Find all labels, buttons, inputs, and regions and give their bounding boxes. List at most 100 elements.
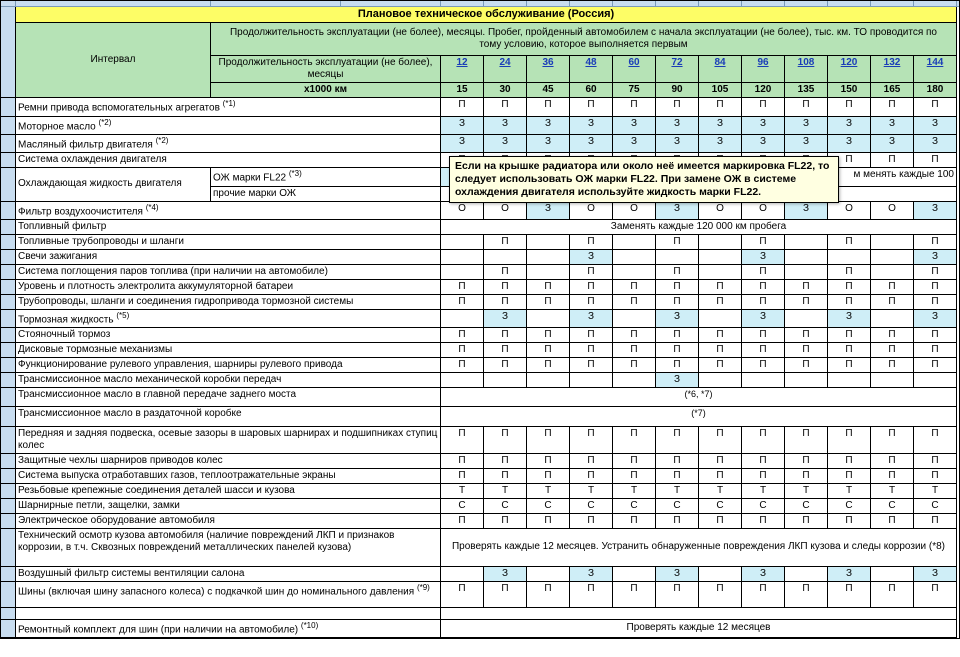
data-cell: З (828, 567, 871, 582)
data-cell: П (828, 454, 871, 469)
data-cell: П (613, 98, 656, 116)
header-month[interactable]: 12 (441, 56, 484, 83)
data-cell: П (441, 454, 484, 469)
data-cell (871, 373, 914, 388)
data-cell: О (484, 202, 527, 220)
data-cell: П (656, 514, 699, 529)
data-cell: С (914, 499, 957, 514)
month-link[interactable]: 36 (529, 57, 567, 69)
header-month[interactable]: 120 (828, 56, 871, 83)
data-cell (441, 250, 484, 265)
data-cell: П (613, 343, 656, 358)
data-cell: П (871, 427, 914, 454)
month-link[interactable]: 12 (443, 57, 481, 69)
month-link[interactable]: 132 (873, 57, 911, 69)
data-cell: П (699, 328, 742, 343)
header-month[interactable]: 60 (613, 56, 656, 83)
data-cell: П (699, 454, 742, 469)
data-cell: С (656, 499, 699, 514)
header-km: 45 (527, 83, 570, 98)
data-cell (871, 567, 914, 582)
table-row: Топливный фильтрЗаменять каждые 120 000 … (1, 220, 959, 235)
month-link[interactable]: 24 (486, 57, 524, 69)
header-month[interactable]: 72 (656, 56, 699, 83)
data-cell: П (871, 153, 914, 168)
row-number (1, 310, 16, 328)
data-cell: З (656, 373, 699, 388)
data-cell: П (871, 469, 914, 484)
data-cell: П (914, 469, 957, 484)
data-cell: П (484, 265, 527, 280)
data-cell: П (527, 343, 570, 358)
data-cell: З (914, 202, 957, 220)
data-cell: П (613, 469, 656, 484)
month-link[interactable]: 72 (658, 57, 696, 69)
data-cell: З (484, 117, 527, 135)
row-number (1, 454, 16, 469)
row-number (1, 202, 16, 220)
row-label: Передняя и задняя подвеска, осевые зазор… (16, 427, 441, 454)
row-label: Свечи зажигания (16, 250, 441, 265)
row-label: Технический осмотр кузова автомобиля (на… (16, 529, 441, 567)
table-row: Шарнирные петли, защелки, замкиССССССССС… (1, 499, 959, 514)
row-number (1, 407, 16, 426)
header-km: 90 (656, 83, 699, 98)
data-cell: П (742, 280, 785, 295)
data-cell: З (570, 567, 613, 582)
table-row: Трубопроводы, шланги и соединения гидроп… (1, 295, 959, 310)
data-cell: П (742, 582, 785, 608)
header-month[interactable]: 96 (742, 56, 785, 83)
row-number (1, 220, 16, 235)
data-cell (871, 235, 914, 250)
data-cell: П (914, 235, 957, 250)
data-cell: З (570, 310, 613, 328)
row-label: Уровень и плотность электролита аккумуля… (16, 280, 441, 295)
data-cell: Т (914, 484, 957, 499)
data-cell (742, 373, 785, 388)
month-link[interactable]: 48 (572, 57, 610, 69)
month-link[interactable]: 144 (916, 57, 954, 69)
header-month[interactable]: 108 (785, 56, 828, 83)
header-month[interactable]: 144 (914, 56, 957, 83)
data-cell: П (871, 328, 914, 343)
header-block: Плановое техническое обслуживание (Росси… (1, 7, 959, 98)
data-cell: С (570, 499, 613, 514)
data-cell: П (828, 295, 871, 310)
data-cell (785, 250, 828, 265)
table-row: Система выпуска отработавших газов, тепл… (1, 469, 959, 484)
row-label: Фильтр воздухоочистителя (*4) (16, 202, 441, 220)
row-label: Система поглощения паров топлива (при на… (16, 265, 441, 280)
header-month[interactable]: 36 (527, 56, 570, 83)
data-cell: З (742, 250, 785, 265)
header-month[interactable]: 48 (570, 56, 613, 83)
data-cell (613, 250, 656, 265)
row-number (1, 427, 16, 454)
data-cell: П (527, 427, 570, 454)
data-cell: П (527, 98, 570, 116)
table-row (1, 608, 959, 620)
data-cell: З (871, 117, 914, 135)
data-cell: О (742, 202, 785, 220)
row-number (1, 295, 16, 310)
month-link[interactable]: 96 (744, 57, 782, 69)
month-link[interactable]: 120 (830, 57, 868, 69)
data-cell: П (484, 235, 527, 250)
data-cell: П (742, 235, 785, 250)
header-month[interactable]: 84 (699, 56, 742, 83)
data-cell: З (742, 135, 785, 153)
data-cell: П (871, 280, 914, 295)
month-link[interactable]: 84 (701, 57, 739, 69)
row-label: Трансмиссионное масло в главной передаче… (16, 388, 441, 407)
row-number (1, 514, 16, 529)
data-cell: П (828, 98, 871, 116)
month-link[interactable]: 108 (787, 57, 825, 69)
data-cell (871, 265, 914, 280)
month-link[interactable]: 60 (615, 57, 653, 69)
data-cell (527, 373, 570, 388)
table-row: Трансмиссионное масло в главной передаче… (1, 388, 959, 407)
header-month[interactable]: 24 (484, 56, 527, 83)
data-cell: С (441, 499, 484, 514)
header-month[interactable]: 132 (871, 56, 914, 83)
data-cell: З (484, 135, 527, 153)
data-cell: З (613, 135, 656, 153)
